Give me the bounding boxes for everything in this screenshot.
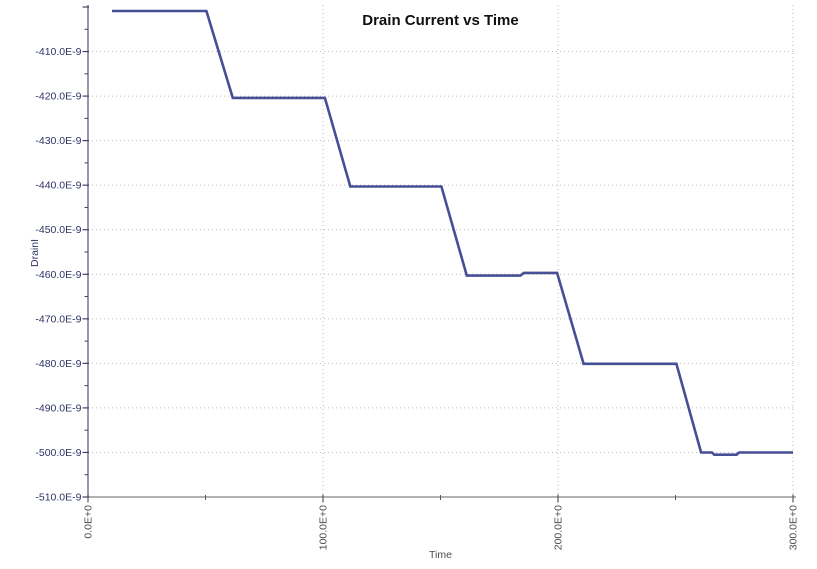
x-axis-title: Time — [429, 549, 452, 561]
y-tick-label: -460.0E-9 — [35, 269, 81, 281]
x-tick-label: 0.0E+0 — [83, 505, 95, 539]
y-tick-label: -410.0E-9 — [35, 46, 81, 58]
y-tick-label: -430.0E-9 — [35, 135, 81, 147]
x-tick-label: 200.0E+0 — [553, 505, 565, 550]
y-tick-label: -470.0E-9 — [35, 313, 81, 325]
y-tick-label: -440.0E-9 — [35, 180, 81, 192]
y-tick-label: -450.0E-9 — [35, 224, 81, 236]
series-line-draini — [112, 9, 793, 457]
x-tick-label: 100.0E+0 — [318, 505, 330, 550]
y-tick-label: -480.0E-9 — [35, 358, 81, 370]
y-tick-label: -500.0E-9 — [35, 447, 81, 459]
y-tick-label: -490.0E-9 — [35, 402, 81, 414]
x-tick-label: 300.0E+0 — [788, 505, 800, 550]
y-tick-label: -510.0E-9 — [35, 492, 81, 504]
chart-title: Drain Current vs Time — [362, 12, 519, 29]
y-tick-label: -420.0E-9 — [35, 91, 81, 103]
